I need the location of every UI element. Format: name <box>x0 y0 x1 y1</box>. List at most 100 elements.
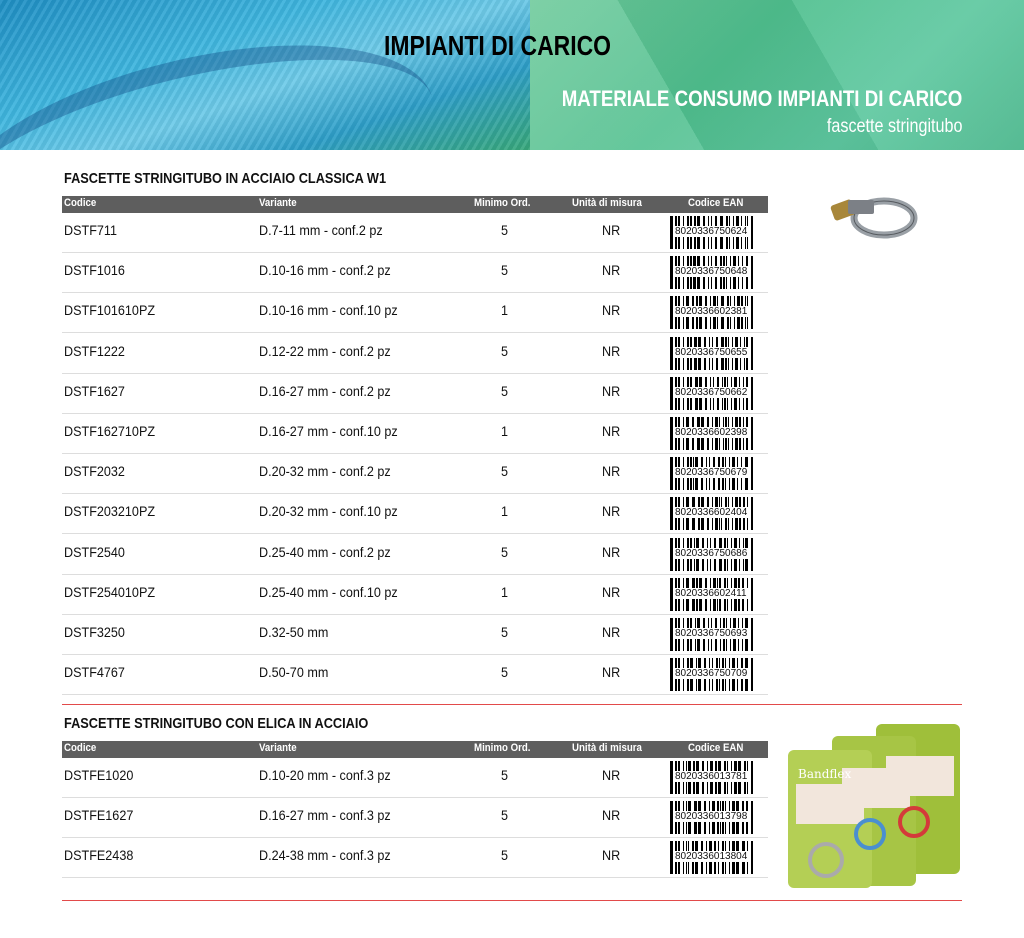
col-code: Codice <box>64 197 97 209</box>
product-code: DSTFE1020 <box>64 767 134 783</box>
ean-code: 8020336750624 <box>675 226 749 237</box>
min-order: 5 <box>500 222 509 238</box>
min-order: 1 <box>500 302 509 319</box>
ean-code: 8020336750662 <box>675 386 749 398</box>
min-order: 5 <box>500 664 509 681</box>
product-variant: D.20-32 mm - conf.10 pz <box>259 503 398 520</box>
product-code: DSTF2032 <box>64 463 125 480</box>
ean-code: 8020336602404 <box>675 507 749 519</box>
unit: NR <box>602 463 621 480</box>
unit: NR <box>602 342 621 359</box>
min-order: 5 <box>500 807 509 824</box>
banner-blue-panel <box>0 0 530 150</box>
col-variant: Variante <box>259 742 297 754</box>
product-variant: D.20-32 mm - conf.2 pz <box>259 463 391 480</box>
divider <box>62 704 962 705</box>
table-row: DSTFE2438 D.24-38 mm - conf.3 pz 5 NR 80… <box>62 837 768 879</box>
product-variant: D.10-20 mm - conf.3 pz <box>259 767 391 783</box>
product-code: DSTF1222 <box>64 342 125 359</box>
ean-code: 8020336750679 <box>675 467 749 479</box>
product-code: DSTF1627 <box>64 382 125 399</box>
ean-code: 8020336750648 <box>675 266 749 278</box>
table-row: DSTF162710PZ D.16-27 mm - conf.10 pz 1 N… <box>62 413 768 454</box>
table-row: DSTF1627 D.16-27 mm - conf.2 pz 5 NR 802… <box>62 373 768 414</box>
table-row: DSTF711 D.7-11 mm - conf.2 pz 5 NR 80203… <box>62 212 768 253</box>
unit: NR <box>602 262 621 279</box>
ean-code: 8020336602411 <box>675 587 748 599</box>
product-code: DSTFE2438 <box>64 847 134 864</box>
barcode: 8020336013798 <box>670 801 756 835</box>
barcode: 8020336750679 <box>670 457 756 491</box>
product-code: DSTF203210PZ <box>64 503 156 520</box>
product-variant: D.24-38 mm - conf.3 pz <box>259 847 391 864</box>
product-variant: D.32-50 mm <box>259 624 329 640</box>
product-code: DSTF254010PZ <box>64 583 156 600</box>
col-variant: Variante <box>259 197 297 209</box>
header-banner: IMPIANTI DI CARICO MATERIALE CONSUMO IMP… <box>0 0 1024 150</box>
category-title: MATERIALE CONSUMO IMPIANTI DI CARICO <box>561 86 962 111</box>
barcode: 8020336750693 <box>670 618 756 651</box>
ean-code: 8020336750686 <box>675 547 749 559</box>
col-min: Minimo Ord. <box>474 197 531 209</box>
product-code: DSTF162710PZ <box>64 423 156 439</box>
barcode: 8020336750648 <box>670 256 756 290</box>
min-order: 5 <box>500 847 509 864</box>
table-row: DSTF2032 D.20-32 mm - conf.2 pz 5 NR 802… <box>62 453 768 495</box>
banner-green-panel <box>530 0 1024 150</box>
unit: NR <box>602 767 621 783</box>
unit: NR <box>602 222 621 238</box>
min-order: 5 <box>500 624 509 640</box>
product-code: DSTF3250 <box>64 624 125 640</box>
unit: NR <box>602 807 621 824</box>
table-header: Codice Variante Minimo Ord. Unità di mis… <box>62 741 768 758</box>
unit: NR <box>602 302 621 319</box>
ean-code: 8020336013781 <box>675 771 749 782</box>
product-code: DSTF1016 <box>64 262 125 279</box>
barcode: 8020336750624 <box>670 216 756 249</box>
min-order: 5 <box>500 767 509 783</box>
min-order: 1 <box>500 503 509 520</box>
unit: NR <box>602 664 621 681</box>
barcode: 8020336750686 <box>670 537 756 571</box>
table-row: DSTF4767 D.50-70 mm 5 NR 8020336750709 <box>62 654 768 696</box>
table-row: DSTF203210PZ D.20-32 mm - conf.10 pz 1 N… <box>62 493 768 535</box>
col-unit: Unità di misura <box>572 742 642 754</box>
unit: NR <box>602 382 621 399</box>
bandflex-logo: Bandflex <box>798 767 851 781</box>
page-title: IMPIANTI DI CARICO <box>384 30 612 61</box>
barcode: 8020336602411 <box>670 577 756 611</box>
col-ean: Codice EAN <box>688 742 744 754</box>
col-min: Minimo Ord. <box>474 742 531 754</box>
table-row: DSTF101610PZ D.10-16 mm - conf.10 pz 1 N… <box>62 292 768 334</box>
barcode: 8020336602398 <box>670 417 756 450</box>
min-order: 5 <box>500 463 509 480</box>
unit: NR <box>602 624 621 640</box>
subcategory-title: fascette stringitubo <box>826 116 962 137</box>
min-order: 5 <box>500 382 509 399</box>
table-row: DSTFE1627 D.16-27 mm - conf.3 pz 5 NR 80… <box>62 797 768 839</box>
ean-code: 8020336013798 <box>675 811 749 823</box>
ean-code: 8020336750709 <box>675 668 749 680</box>
min-order: 5 <box>500 543 509 560</box>
product-variant: D.7-11 mm - conf.2 pz <box>259 222 383 238</box>
ean-code: 8020336013804 <box>675 851 749 863</box>
min-order: 5 <box>500 262 509 279</box>
barcode: 8020336750662 <box>670 376 756 410</box>
barcode: 8020336013781 <box>670 761 756 794</box>
product-code: DSTF711 <box>64 222 117 238</box>
col-code: Codice <box>64 742 97 754</box>
unit: NR <box>602 847 621 864</box>
section-title: FASCETTE STRINGITUBO CON ELICA IN ACCIAI… <box>64 715 369 732</box>
product-variant: D.16-27 mm - conf.10 pz <box>259 423 398 439</box>
table-row: DSTF3250 D.32-50 mm 5 NR 8020336750693 <box>62 614 768 655</box>
ean-code: 8020336750655 <box>675 346 749 358</box>
product-variant: D.10-16 mm - conf.10 pz <box>259 302 398 319</box>
divider <box>62 900 962 901</box>
min-order: 5 <box>500 342 509 359</box>
table-row: DSTF254010PZ D.25-40 mm - conf.10 pz 1 N… <box>62 574 768 615</box>
table-header: Codice Variante Minimo Ord. Unità di mis… <box>62 196 768 213</box>
product-code: DSTF101610PZ <box>64 302 156 319</box>
unit: NR <box>602 543 621 560</box>
product-variant: D.16-27 mm - conf.3 pz <box>259 807 391 824</box>
product-code: DSTFE1627 <box>64 807 134 824</box>
